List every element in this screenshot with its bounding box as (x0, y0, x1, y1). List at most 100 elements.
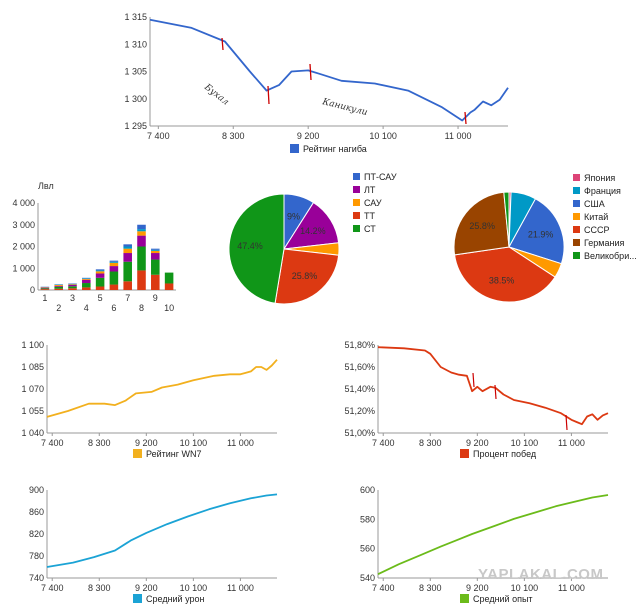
x-tick-label: 3 (70, 293, 75, 303)
bar-segment (82, 280, 91, 283)
x-tick-label: 10 100 (180, 438, 208, 448)
x-tick-label: 6 (111, 303, 116, 313)
x-tick-label: 1 (42, 293, 47, 303)
x-tick-label: 10 100 (180, 583, 208, 593)
bar-segment (137, 270, 146, 290)
y-tick-label: 580 (360, 514, 375, 524)
x-tick-label: 7 (125, 293, 130, 303)
bar-segment (54, 285, 63, 286)
legend-swatch (460, 449, 469, 458)
y-tick-label: 560 (360, 544, 375, 554)
legend-label: Великобри... (584, 251, 637, 261)
series-line (47, 494, 277, 567)
bar-segment (54, 289, 63, 290)
x-tick-label: 2 (56, 303, 61, 313)
bar-segment (110, 262, 119, 263)
annotation-text: Каникули (320, 97, 368, 118)
x-tick-label: 11 000 (558, 438, 585, 448)
bar-segment (110, 263, 119, 266)
bar-segment (137, 247, 146, 271)
x-tick-label: 5 (98, 293, 103, 303)
x-tick-label: 8 (139, 303, 144, 313)
legend-label: СТ (364, 224, 376, 234)
x-tick-label: 7 400 (147, 131, 170, 141)
x-tick-label: 11 000 (445, 131, 472, 141)
x-tick-label: 10 100 (369, 131, 397, 141)
bar-segment (82, 279, 91, 280)
x-tick-label: 7 400 (41, 583, 64, 593)
bar-segment (151, 249, 160, 250)
legend-swatch (573, 213, 580, 220)
y-tick-label: 0 (30, 285, 35, 295)
y-tick-label: 1 040 (21, 428, 44, 438)
slice-label: 21.9% (528, 229, 554, 239)
y-tick-label: 1 100 (21, 340, 44, 350)
series-line (378, 495, 608, 574)
bar-segment (68, 286, 77, 288)
slice-label: 9% (287, 211, 300, 221)
legend-label: ТТ (364, 211, 375, 221)
slice-label: 25.8% (292, 271, 318, 281)
annotation-tick (465, 112, 466, 124)
legend-swatch (133, 449, 142, 458)
bar-segment (96, 287, 105, 290)
legend-label: Средний урон (146, 594, 204, 604)
x-tick-label: 9 (153, 293, 158, 303)
bar-segment (41, 289, 50, 290)
x-tick-label: 7 400 (41, 438, 64, 448)
bar-segment (68, 288, 77, 290)
bar-segment (123, 281, 132, 290)
y-tick-label: 1 055 (21, 406, 44, 416)
x-tick-label: 9 200 (135, 583, 158, 593)
y-tick-label: 51,40% (344, 384, 375, 394)
legend-swatch (573, 174, 580, 181)
bar-segment (96, 278, 105, 287)
legend-swatch (573, 252, 580, 259)
x-tick-label: 9 200 (466, 438, 489, 448)
slice-label: 47.4% (237, 241, 263, 251)
bar-segment (123, 249, 132, 253)
legend-label: Франция (584, 186, 621, 196)
bar-segment (54, 286, 63, 287)
legend-swatch (290, 144, 299, 153)
y-tick-label: 51,60% (344, 362, 375, 372)
bar-segment (82, 287, 91, 290)
x-tick-label: 10 (164, 303, 174, 313)
x-tick-label: 8 300 (419, 583, 442, 593)
legend-swatch (573, 226, 580, 233)
legend-swatch (460, 594, 469, 603)
y-tick-label: 3 000 (12, 220, 35, 230)
x-tick-label: 4 (84, 303, 89, 313)
legend-swatch (353, 186, 360, 193)
x-tick-label: 9 200 (297, 131, 320, 141)
y-tick-label: 1 085 (21, 362, 44, 372)
y-tick-label: 1 300 (124, 94, 147, 104)
legend-swatch (353, 225, 360, 232)
bar-segment (110, 266, 119, 271)
bar-segment (151, 275, 160, 290)
y-tick-label: 1 315 (124, 12, 147, 22)
y-tick-label: 51,00% (344, 428, 375, 438)
x-tick-label: 11 000 (227, 583, 254, 593)
x-tick-label: 8 300 (419, 438, 442, 448)
legend-label: ЛТ (364, 185, 376, 195)
bar-segment (151, 250, 160, 251)
bar-segment (123, 253, 132, 262)
y-tick-label: 820 (29, 529, 44, 539)
bar-segment (96, 270, 105, 271)
bar-segment (68, 284, 77, 285)
y-tick-label: 2 000 (12, 242, 35, 252)
x-tick-label: 10 100 (511, 583, 539, 593)
